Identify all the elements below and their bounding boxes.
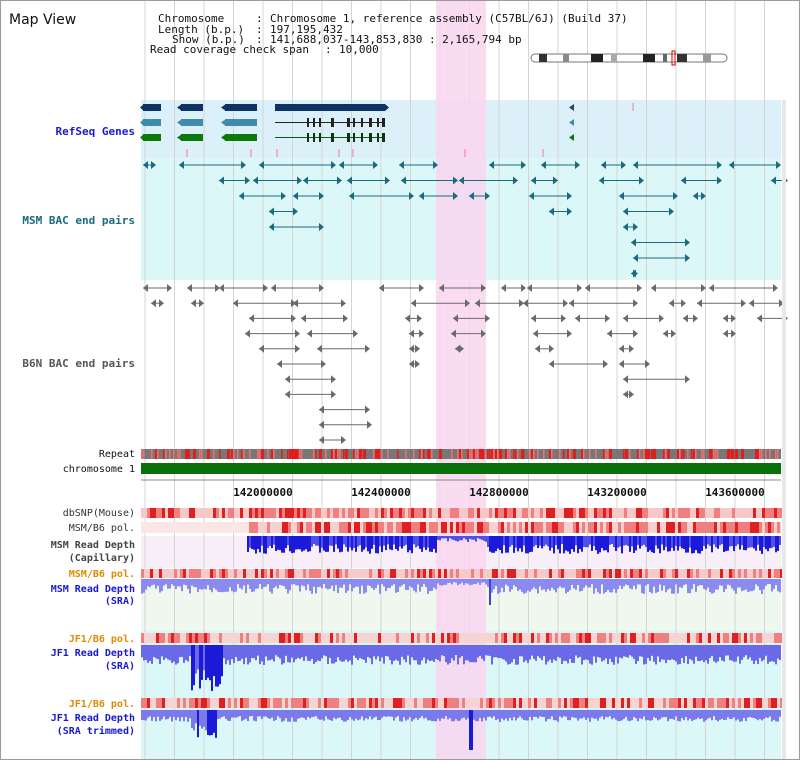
track-label-msm-depth-sra: MSM Read Depth [51, 584, 135, 595]
info-key-coverage: Read coverage check span [150, 43, 309, 56]
chromosome-info: Chromosome : Chromosome 1, reference ass… [150, 12, 628, 56]
position-axis: 142000000 142400000 142800000 143200000 … [141, 479, 781, 499]
info-value-coverage: 10,000 [339, 43, 379, 56]
track-label-jf1-depth-trimmed-sub: (SRA trimmed) [57, 725, 135, 737]
info-sep: : [256, 12, 263, 25]
track-label-repeat: Repeat [99, 449, 135, 460]
axis-tick-label: 143600000 [705, 486, 765, 499]
chromosome-bar[interactable] [141, 463, 781, 474]
track-label-refseq: RefSeq Genes [56, 125, 135, 138]
read-depth-tracks[interactable] [141, 536, 781, 750]
track-label-jf1-b6-pol: JF1/B6 pol. [69, 634, 135, 645]
info-sep: : [256, 23, 263, 36]
track-label-msm-depth-capillary: MSM Read Depth [51, 540, 135, 551]
selected-region-highlight[interactable] [436, 1, 486, 760]
polymorphism-heat-tracks[interactable] [141, 508, 783, 708]
track-label-msm-depth-sra-sub: (SRA) [105, 596, 135, 607]
info-key-chromosome: Chromosome [158, 12, 224, 25]
axis-tick-label: 142000000 [233, 486, 293, 499]
track-label-dbsnp: dbSNP(Mouse) [63, 508, 135, 519]
track-label-b6n-bac: B6N BAC end pairs [22, 357, 135, 370]
track-label-jf1-depth-trimmed: JF1 Read Depth [51, 713, 135, 724]
b6n-bac-end-pairs[interactable] [143, 284, 788, 444]
ideogram-position-marker [671, 50, 676, 66]
info-value-length: 197,195,432 [270, 23, 343, 36]
axis-tick-label: 143200000 [587, 486, 647, 499]
page-title: Map View [9, 12, 76, 28]
axis-tick-label: 142800000 [469, 486, 529, 499]
refseq-genes[interactable] [140, 103, 634, 157]
track-label-msm-bac: MSM BAC end pairs [22, 214, 135, 227]
info-sep: : [325, 43, 332, 56]
track-label-jf1-b6-pol-trimmed: JF1/B6 pol. [69, 699, 135, 710]
info-value-chromosome: Chromosome 1, reference assembly (C57BL/… [270, 12, 628, 25]
axis-tick-label: 142400000 [351, 486, 411, 499]
track-label-jf1-depth-sra-sub: (SRA) [105, 661, 135, 672]
msm-bac-end-pairs[interactable] [143, 161, 788, 278]
info-key-show: Show (b.p.) [172, 33, 245, 46]
track-label-msm-depth-capillary-sub: (Capillary) [69, 552, 135, 564]
track-label-jf1-depth-sra: JF1 Read Depth [51, 648, 135, 659]
info-sep: : [256, 33, 263, 46]
right-edge-strip [782, 100, 786, 759]
info-key-length: Length (b.p.) [158, 23, 244, 36]
repeat-track[interactable] [141, 449, 781, 459]
info-value-show: 141,688,037-143,853,830 : 2,165,794 bp [270, 33, 522, 46]
track-label-msm-b6-pol-sra: MSM/B6 pol. [69, 569, 135, 580]
chromosome-ideogram[interactable] [530, 50, 728, 66]
track-label-chromosome: chromosome 1 [63, 464, 135, 475]
track-label-msm-b6-pol: MSM/B6 pol. [69, 523, 135, 534]
